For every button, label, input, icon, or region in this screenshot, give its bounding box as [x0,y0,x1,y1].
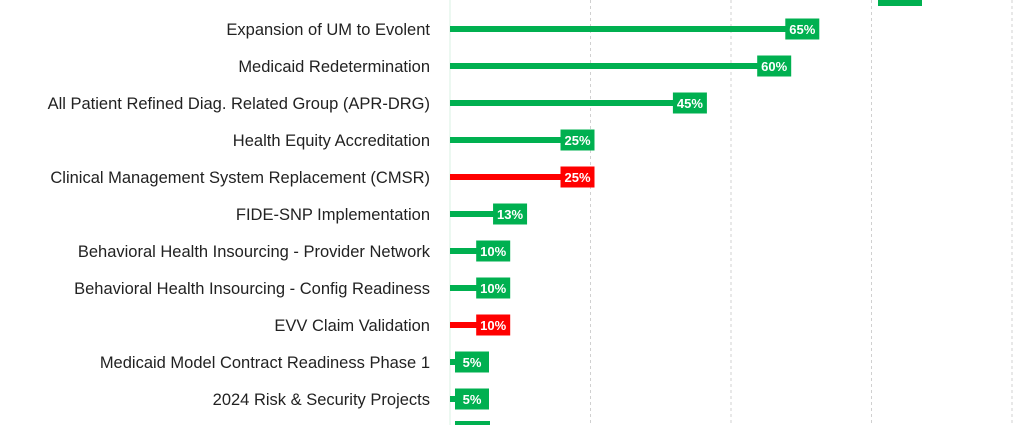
chart-row: EVV Claim Validation 10% [274,314,511,336]
data-label: 25% [564,133,590,148]
category-label: Clinical Management System Replacement (… [50,169,430,187]
category-label: Medicaid Redetermination [238,58,430,76]
category-label: EVV Claim Validation [274,317,430,335]
cropped-bar-bottom [455,421,490,425]
bar [450,100,703,106]
chart-row: All Patient Refined Diag. Related Group … [48,92,707,114]
data-label: 65% [789,22,815,37]
category-label: Expansion of UM to Evolent [226,21,430,39]
data-label: 25% [564,170,590,185]
data-label-tag [476,314,511,336]
data-label: 45% [677,96,703,111]
data-label: 10% [480,318,506,333]
chart-row: Clinical Management System Replacement (… [50,166,595,188]
data-label: 10% [480,244,506,259]
chart-row: Medicaid Model Contract Readiness Phase … [100,351,489,373]
data-label-tag [455,388,489,410]
data-label-tag [672,92,707,114]
chart-row: Medicaid Redetermination 60% [238,55,792,77]
data-label-tag [493,203,528,225]
data-label-tag [757,55,792,77]
category-label: 2024 Risk & Security Projects [213,391,430,409]
category-label: Behavioral Health Insourcing - Config Re… [74,280,430,298]
bar [450,137,591,143]
data-label: 13% [497,207,523,222]
data-label-tag [785,18,820,40]
bar [450,63,788,69]
data-label-tag [560,129,595,151]
bar [450,174,591,180]
chart-row: Behavioral Health Insourcing - Provider … [78,240,511,262]
chart-row: 2024 Risk & Security Projects 5% [213,388,489,410]
bar [450,211,524,217]
chart-row: Expansion of UM to Evolent 65% [226,18,820,40]
partial-bars-cropped [455,0,922,425]
chart-rows: Expansion of UM to Evolent 65% Medicaid Re… [48,18,820,410]
data-label: 5% [463,355,482,370]
data-label-tag [476,240,511,262]
chart-row: Behavioral Health Insourcing - Config Re… [74,277,511,299]
chart-row: Health Equity Accreditation 25% [233,129,595,151]
category-label: Health Equity Accreditation [233,132,430,150]
category-label: Behavioral Health Insourcing - Provider … [78,243,431,261]
data-label: 60% [761,59,787,74]
category-label: FIDE-SNP Implementation [236,206,430,224]
cropped-bar-top [878,0,922,6]
data-label: 5% [463,392,482,407]
category-label: All Patient Refined Diag. Related Group … [48,95,430,113]
data-label-tag [560,166,595,188]
data-label: 10% [480,281,506,296]
data-label-tag [455,351,489,373]
bar [450,26,816,32]
data-label-tag [476,277,511,299]
chart-row: FIDE-SNP Implementation 13% [236,203,528,225]
category-label: Medicaid Model Contract Readiness Phase … [100,354,430,372]
